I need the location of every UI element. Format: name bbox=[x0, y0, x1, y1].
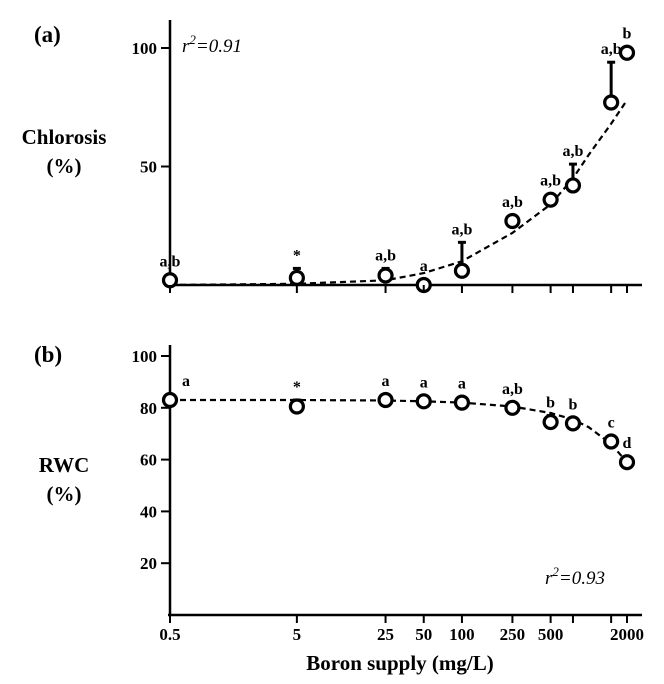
x-tick-label: 100 bbox=[449, 625, 475, 644]
panel-b-y-tick-label: 80 bbox=[140, 399, 157, 418]
x-tick-label: 50 bbox=[415, 625, 432, 644]
panel-b-data-point bbox=[603, 433, 620, 450]
panel-b-data-point bbox=[453, 394, 471, 411]
panel-a-y-tick-label: 50 bbox=[140, 158, 157, 177]
panel-a-point-label: a,b bbox=[451, 221, 472, 238]
panel-a-point-label: b bbox=[623, 26, 632, 43]
panel-a-point-label: a bbox=[420, 258, 428, 275]
x-tick-label: 25 bbox=[377, 625, 394, 644]
panel-b-y-tick-label: 20 bbox=[140, 554, 157, 573]
panel-a-ylabel-line1: Chlorosis bbox=[22, 125, 107, 149]
x-tick-label: 250 bbox=[500, 625, 526, 644]
panel-b-point-label: * bbox=[293, 379, 301, 396]
panel-b-point-label: d bbox=[623, 435, 632, 452]
panel-a-data-point bbox=[564, 177, 582, 194]
panel-b-r2-annotation: r2=0.93 bbox=[545, 564, 605, 589]
x-tick-label: 500 bbox=[538, 625, 564, 644]
x-tick-label: 0.5 bbox=[159, 625, 180, 644]
panel-b-point-label: c bbox=[608, 414, 615, 431]
panel-a-data-point bbox=[618, 44, 636, 61]
panel-b-data-point bbox=[564, 415, 582, 432]
panel-b-y-tick-label: 60 bbox=[140, 451, 157, 470]
panel-b-point-label: b bbox=[546, 395, 555, 412]
panel-b-data-point bbox=[504, 399, 521, 416]
panel-b-point-label: a bbox=[458, 376, 466, 393]
panel-b-y-tick-label: 100 bbox=[132, 347, 158, 366]
panel-b-fit-curve bbox=[170, 398, 628, 463]
panel-a-label: (a) bbox=[34, 22, 61, 47]
panel-b-point-label: a bbox=[382, 373, 390, 390]
panel-a-fit-curve bbox=[169, 99, 628, 287]
x-tick-label: 2000 bbox=[610, 625, 644, 644]
panel-a-data-point bbox=[377, 267, 394, 284]
panel-a-ylabel-line2: (%) bbox=[47, 154, 82, 178]
panel-a-data-point bbox=[603, 94, 620, 111]
panel-b-ylabel-line1: RWC bbox=[39, 453, 90, 477]
panel-a-data-point bbox=[161, 272, 179, 289]
panel-b-data-point bbox=[288, 398, 305, 415]
panel-a-data-point bbox=[504, 212, 521, 230]
panel-a-data-point bbox=[542, 191, 559, 208]
panel-a-point-label: a,b bbox=[375, 247, 396, 264]
panel-a-point-label: a,b bbox=[540, 173, 561, 190]
panel-b-point-label: a bbox=[182, 373, 190, 390]
x-axis-label: Boron supply (mg/L) bbox=[306, 651, 494, 675]
panel-b-label: (b) bbox=[34, 342, 62, 367]
panel-b-y-tick-label: 40 bbox=[140, 502, 157, 521]
panel-a-data-point bbox=[288, 269, 305, 286]
panel-b-point-label: b bbox=[569, 396, 578, 413]
panel-a-y-tick-label: 100 bbox=[132, 39, 158, 58]
panel-b-data-point bbox=[542, 413, 559, 431]
x-axis-ticks: 0.5 5 25 50 100 250 500 2000 bbox=[159, 285, 644, 644]
panel-b-data-point bbox=[377, 391, 394, 409]
panel-b-data-point bbox=[415, 393, 432, 410]
panel-a-point-label: * bbox=[293, 247, 301, 264]
panel-a-point-label: a,b bbox=[160, 253, 181, 270]
panel-a-point-label: a,b bbox=[563, 143, 584, 160]
panel-b-plot: 20 40 60 80 100 a * a a a a,b b b cd bbox=[132, 345, 642, 617]
panel-a-point-label: a,b bbox=[502, 194, 523, 211]
panel-b-data-point bbox=[161, 391, 179, 409]
panel-b-data-point bbox=[618, 454, 636, 471]
panel-b-ylabel-line2: (%) bbox=[47, 482, 82, 506]
panel-b-point-label: a,b bbox=[502, 381, 523, 398]
panel-a-point-label: a,b bbox=[601, 41, 622, 58]
x-tick-label: 5 bbox=[293, 625, 302, 644]
panel-b-point-label: a bbox=[420, 374, 428, 391]
panel-a-r2-annotation: r2=0.91 bbox=[182, 32, 242, 57]
panel-a-data-point bbox=[453, 262, 471, 279]
